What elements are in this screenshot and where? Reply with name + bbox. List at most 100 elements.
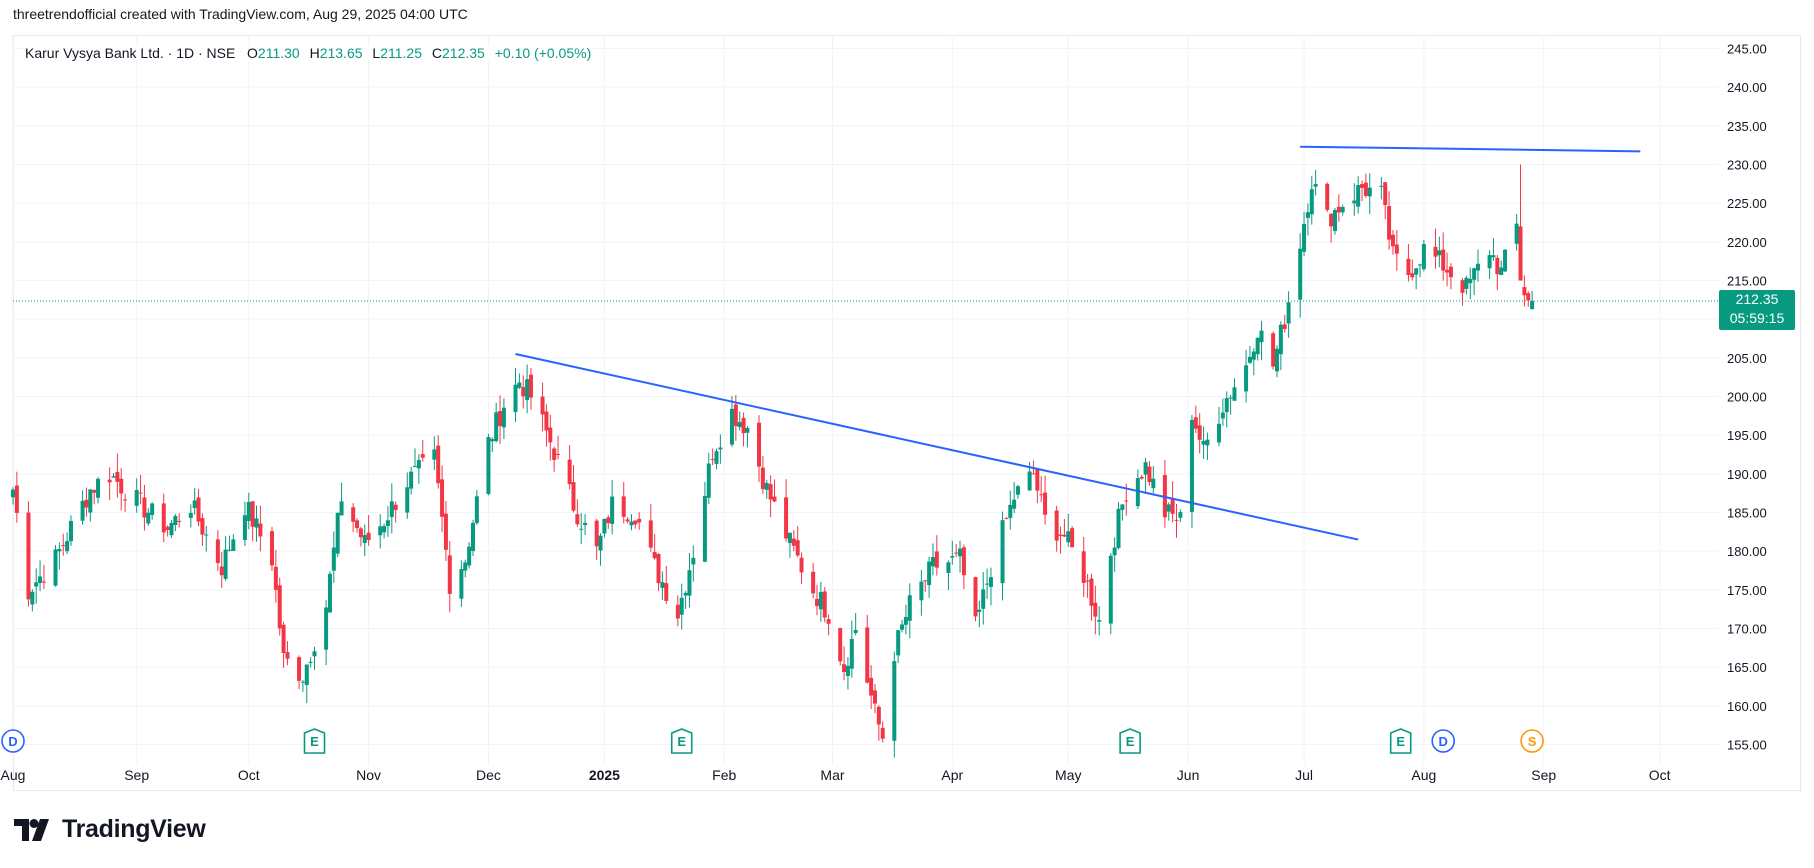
candle-body bbox=[494, 412, 499, 442]
candle bbox=[745, 426, 750, 448]
candle bbox=[215, 530, 220, 571]
dividend-marker[interactable]: D bbox=[1, 729, 25, 753]
candle bbox=[683, 591, 688, 610]
candle-body bbox=[111, 476, 116, 478]
candle-body bbox=[1031, 473, 1036, 475]
candle bbox=[1081, 537, 1086, 597]
candle bbox=[420, 439, 425, 462]
candle-body bbox=[1178, 512, 1183, 518]
candle bbox=[845, 657, 850, 690]
candle bbox=[378, 514, 383, 549]
candle-body bbox=[811, 571, 816, 594]
candle bbox=[463, 559, 468, 578]
candle bbox=[467, 542, 472, 569]
candle-body bbox=[880, 727, 885, 739]
candlestick-chart[interactable]: D E E E E D S 245.00 240.00 235.00 230.00 225.00 22… bbox=[0, 0, 1814, 800]
candle bbox=[96, 477, 101, 504]
candle bbox=[1151, 466, 1156, 494]
candle bbox=[1120, 504, 1125, 521]
candle-body bbox=[1503, 249, 1508, 272]
candle-body bbox=[1418, 264, 1423, 266]
candle-body bbox=[1278, 324, 1283, 355]
candle bbox=[610, 479, 615, 535]
earnings-marker[interactable]: E bbox=[670, 728, 693, 754]
candle bbox=[169, 520, 174, 538]
earnings-marker[interactable]: E bbox=[1389, 728, 1412, 754]
candle-body bbox=[188, 512, 193, 518]
candle-body bbox=[791, 538, 796, 546]
candle bbox=[1000, 511, 1005, 601]
candle-body bbox=[1043, 492, 1048, 515]
tradingview-logo[interactable]: TradingView bbox=[14, 815, 206, 844]
dividend-marker[interactable]: D bbox=[1431, 729, 1456, 753]
candle bbox=[14, 471, 19, 523]
candle-body bbox=[1054, 510, 1059, 541]
candle-body bbox=[1143, 462, 1148, 475]
split-marker[interactable]: S bbox=[1520, 729, 1544, 753]
candle bbox=[687, 552, 692, 608]
candle-body bbox=[958, 548, 963, 557]
trendline[interactable] bbox=[515, 352, 1359, 541]
candle-body bbox=[1027, 471, 1032, 491]
candle bbox=[1475, 249, 1480, 282]
candle bbox=[757, 415, 762, 482]
candle bbox=[521, 375, 526, 409]
candle bbox=[242, 501, 247, 546]
candle bbox=[787, 532, 792, 558]
candle bbox=[1360, 180, 1365, 202]
time-tick-label: Oct bbox=[238, 767, 260, 783]
candle bbox=[1503, 249, 1508, 273]
candle-body bbox=[1070, 528, 1075, 548]
candle bbox=[977, 600, 982, 628]
candle-body bbox=[409, 471, 414, 489]
candle-body bbox=[447, 555, 452, 594]
candle-body bbox=[1093, 602, 1098, 617]
candle bbox=[173, 513, 178, 532]
candle bbox=[200, 513, 205, 547]
candle-body bbox=[1526, 293, 1531, 301]
candle-body bbox=[173, 515, 178, 525]
time-tick-label: Jun bbox=[1177, 767, 1200, 783]
candle-body bbox=[1363, 182, 1368, 196]
time-tick-label: 2025 bbox=[589, 767, 620, 783]
candle bbox=[80, 490, 85, 525]
candle bbox=[544, 404, 549, 447]
candle bbox=[865, 614, 870, 684]
trendline[interactable] bbox=[1300, 145, 1641, 153]
candle bbox=[366, 515, 371, 546]
candle-body bbox=[838, 628, 843, 662]
candle-body bbox=[648, 520, 653, 548]
earnings-marker[interactable]: E bbox=[303, 728, 326, 754]
candle bbox=[61, 533, 66, 556]
candle bbox=[552, 446, 557, 472]
candle-body bbox=[961, 547, 966, 576]
candle bbox=[737, 411, 742, 431]
candle-body bbox=[304, 664, 309, 685]
candle-body bbox=[1487, 255, 1492, 269]
candle-body bbox=[382, 526, 387, 533]
time-tick-label: Aug bbox=[1411, 767, 1436, 783]
candle bbox=[772, 479, 777, 503]
candle-body bbox=[362, 535, 367, 544]
candle-body bbox=[1205, 439, 1210, 446]
candle-body bbox=[1332, 209, 1337, 232]
split-marker-shape bbox=[1520, 729, 1544, 753]
earnings-marker[interactable]: E bbox=[1119, 728, 1141, 754]
candle bbox=[231, 534, 236, 551]
candle bbox=[556, 435, 561, 460]
candle-body bbox=[826, 619, 831, 624]
candle bbox=[358, 526, 363, 547]
chart-caption: threetrendofficial created with TradingV… bbox=[13, 6, 468, 22]
candle-body bbox=[1120, 504, 1125, 510]
candle bbox=[123, 493, 128, 512]
candle-body bbox=[637, 518, 642, 523]
candle-body bbox=[1329, 213, 1334, 227]
candle-body bbox=[787, 532, 792, 544]
candle-body bbox=[420, 454, 425, 458]
candle bbox=[501, 398, 506, 440]
price-tick-label: 175.00 bbox=[1727, 583, 1767, 598]
candle-body bbox=[242, 515, 247, 541]
candle-body bbox=[1441, 249, 1446, 271]
candle-body bbox=[656, 554, 661, 584]
